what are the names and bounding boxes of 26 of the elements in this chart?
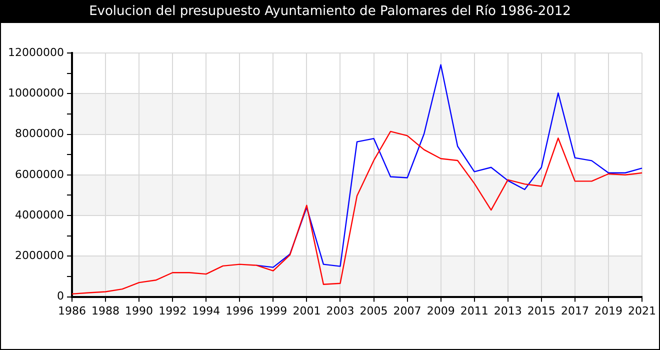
x-tick-label: 2019 (594, 304, 622, 318)
x-tick-label: 2003 (326, 304, 354, 318)
x-tick-label: 2001 (292, 304, 321, 318)
x-tick-label: 2017 (560, 304, 589, 318)
x-tick-label: 1996 (226, 304, 254, 318)
y-tick-label: 12000000 (8, 46, 64, 59)
x-tick-label: 1992 (158, 304, 187, 318)
x-tick-label: 2015 (527, 304, 556, 318)
y-tick-label: 10000000 (8, 86, 64, 100)
y-tick-label: 4000000 (14, 208, 64, 222)
x-tick-label: 2009 (426, 304, 455, 318)
x-tick-label: 1988 (92, 304, 120, 318)
y-tick-label: 8000000 (14, 127, 64, 140)
y-tick-label: 6000000 (14, 168, 64, 181)
x-tick-label: 2007 (393, 304, 422, 318)
x-tick-label: 1994 (192, 304, 220, 318)
y-tick-label: 2000000 (14, 249, 64, 262)
y-tick-label: 0 (56, 290, 64, 303)
x-tick-label: 2005 (360, 304, 388, 318)
x-tick-label: 1999 (259, 304, 288, 318)
x-tick-label: 1986 (58, 304, 86, 318)
chart-title: Evolucion del presupuesto Ayuntamiento de Palomares del Río 1986-2012 (1, 1, 659, 23)
x-tick-label: 2011 (460, 304, 488, 318)
x-tick-label: 2021 (628, 304, 656, 318)
x-tick-label: 1990 (125, 304, 154, 318)
x-tick-label: 2013 (494, 304, 522, 318)
